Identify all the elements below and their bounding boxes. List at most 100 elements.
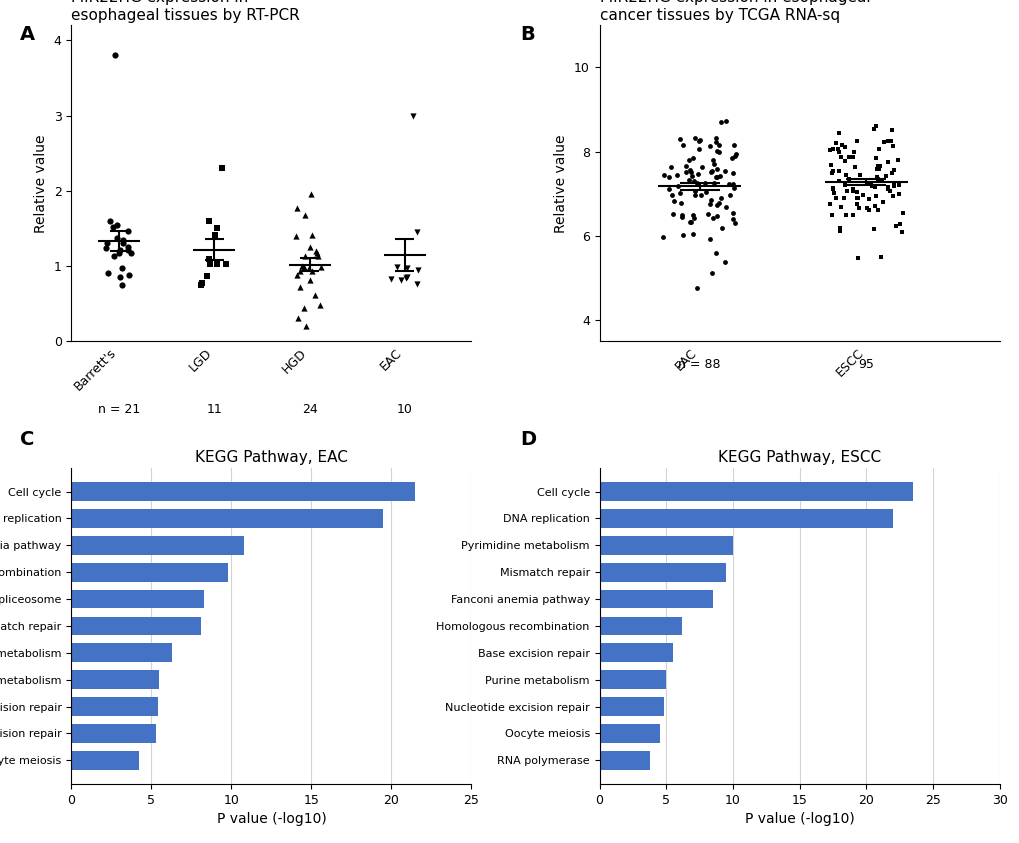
Bar <box>71 536 244 555</box>
Point <box>837 208 853 222</box>
Point <box>689 176 705 190</box>
Point <box>723 152 740 165</box>
Point <box>405 109 421 122</box>
Point <box>872 173 889 186</box>
Point <box>711 169 728 183</box>
Point <box>297 208 313 222</box>
X-axis label: P value (-log10): P value (-log10) <box>744 813 854 826</box>
Point <box>859 178 875 191</box>
Point <box>875 135 892 148</box>
Point <box>702 140 718 153</box>
Point <box>288 268 305 282</box>
Point <box>121 269 138 282</box>
Point <box>727 217 743 230</box>
Point <box>289 311 306 325</box>
Point <box>119 240 136 254</box>
Bar <box>599 616 682 636</box>
Point <box>708 198 725 212</box>
Point <box>837 169 853 182</box>
Point <box>199 270 215 283</box>
Point <box>879 134 896 148</box>
Point <box>883 139 900 153</box>
Point <box>725 206 741 219</box>
Point <box>716 255 733 268</box>
Point <box>888 219 904 233</box>
Point <box>725 178 741 191</box>
Point <box>115 233 131 246</box>
Point <box>844 208 860 222</box>
Point <box>702 194 718 207</box>
Point <box>717 200 734 213</box>
Bar <box>71 751 139 770</box>
Point <box>894 207 910 220</box>
Point <box>712 115 729 129</box>
Point <box>682 216 698 229</box>
Point <box>312 260 328 273</box>
Point <box>687 185 703 198</box>
Title: KEGG Pathway, EAC: KEGG Pathway, EAC <box>195 450 347 465</box>
Point <box>689 167 705 180</box>
Point <box>824 181 841 195</box>
Point <box>841 150 857 164</box>
Point <box>708 209 725 223</box>
Point <box>851 169 867 182</box>
Point <box>673 211 689 224</box>
Point <box>109 217 125 231</box>
Point <box>102 215 118 228</box>
Point <box>109 231 125 244</box>
Bar <box>599 563 726 582</box>
Point <box>409 277 425 291</box>
Point <box>824 164 841 177</box>
Point <box>288 229 305 243</box>
Text: MIR22HG expression in
esophageal tissues by RT-PCR: MIR22HG expression in esophageal tissues… <box>71 0 300 23</box>
Point <box>879 180 896 194</box>
Point <box>725 212 741 226</box>
Text: n = 21: n = 21 <box>98 403 140 416</box>
Point <box>114 237 130 250</box>
Bar <box>599 751 649 770</box>
Point <box>668 168 685 181</box>
Point <box>311 298 327 312</box>
Point <box>696 176 712 190</box>
Point <box>691 133 707 147</box>
Text: C: C <box>20 430 35 449</box>
Point <box>114 278 130 292</box>
Point <box>844 150 860 164</box>
Point <box>869 175 886 188</box>
Text: MIR22HG expression in esophageal
cancer tissues by TCGA RNA-sq: MIR22HG expression in esophageal cancer … <box>599 0 869 23</box>
Point <box>837 178 853 191</box>
Point <box>822 158 839 171</box>
Point <box>716 164 733 178</box>
Text: B: B <box>520 25 534 45</box>
Point <box>688 282 704 295</box>
Point <box>821 197 838 211</box>
Point <box>207 228 223 242</box>
Point <box>851 201 867 215</box>
Point <box>829 146 846 159</box>
Point <box>209 258 225 271</box>
Point <box>869 142 886 156</box>
X-axis label: P value (-log10): P value (-log10) <box>216 813 326 826</box>
Point <box>862 177 878 191</box>
Point <box>704 212 720 225</box>
Point <box>302 273 318 287</box>
Point <box>869 172 886 185</box>
Point <box>710 196 727 210</box>
Bar <box>71 724 156 743</box>
Point <box>382 272 398 286</box>
Point <box>713 221 730 234</box>
Text: 11: 11 <box>206 403 222 416</box>
Point <box>860 192 876 206</box>
Point <box>832 221 848 234</box>
Point <box>867 152 883 165</box>
Point <box>703 165 719 179</box>
Text: 95: 95 <box>857 358 873 371</box>
Point <box>122 246 139 260</box>
Point <box>891 187 907 201</box>
Point <box>685 151 701 164</box>
Point <box>201 253 217 266</box>
Point <box>821 143 838 157</box>
Point <box>858 201 874 215</box>
Point <box>860 203 876 217</box>
Point <box>726 139 742 153</box>
